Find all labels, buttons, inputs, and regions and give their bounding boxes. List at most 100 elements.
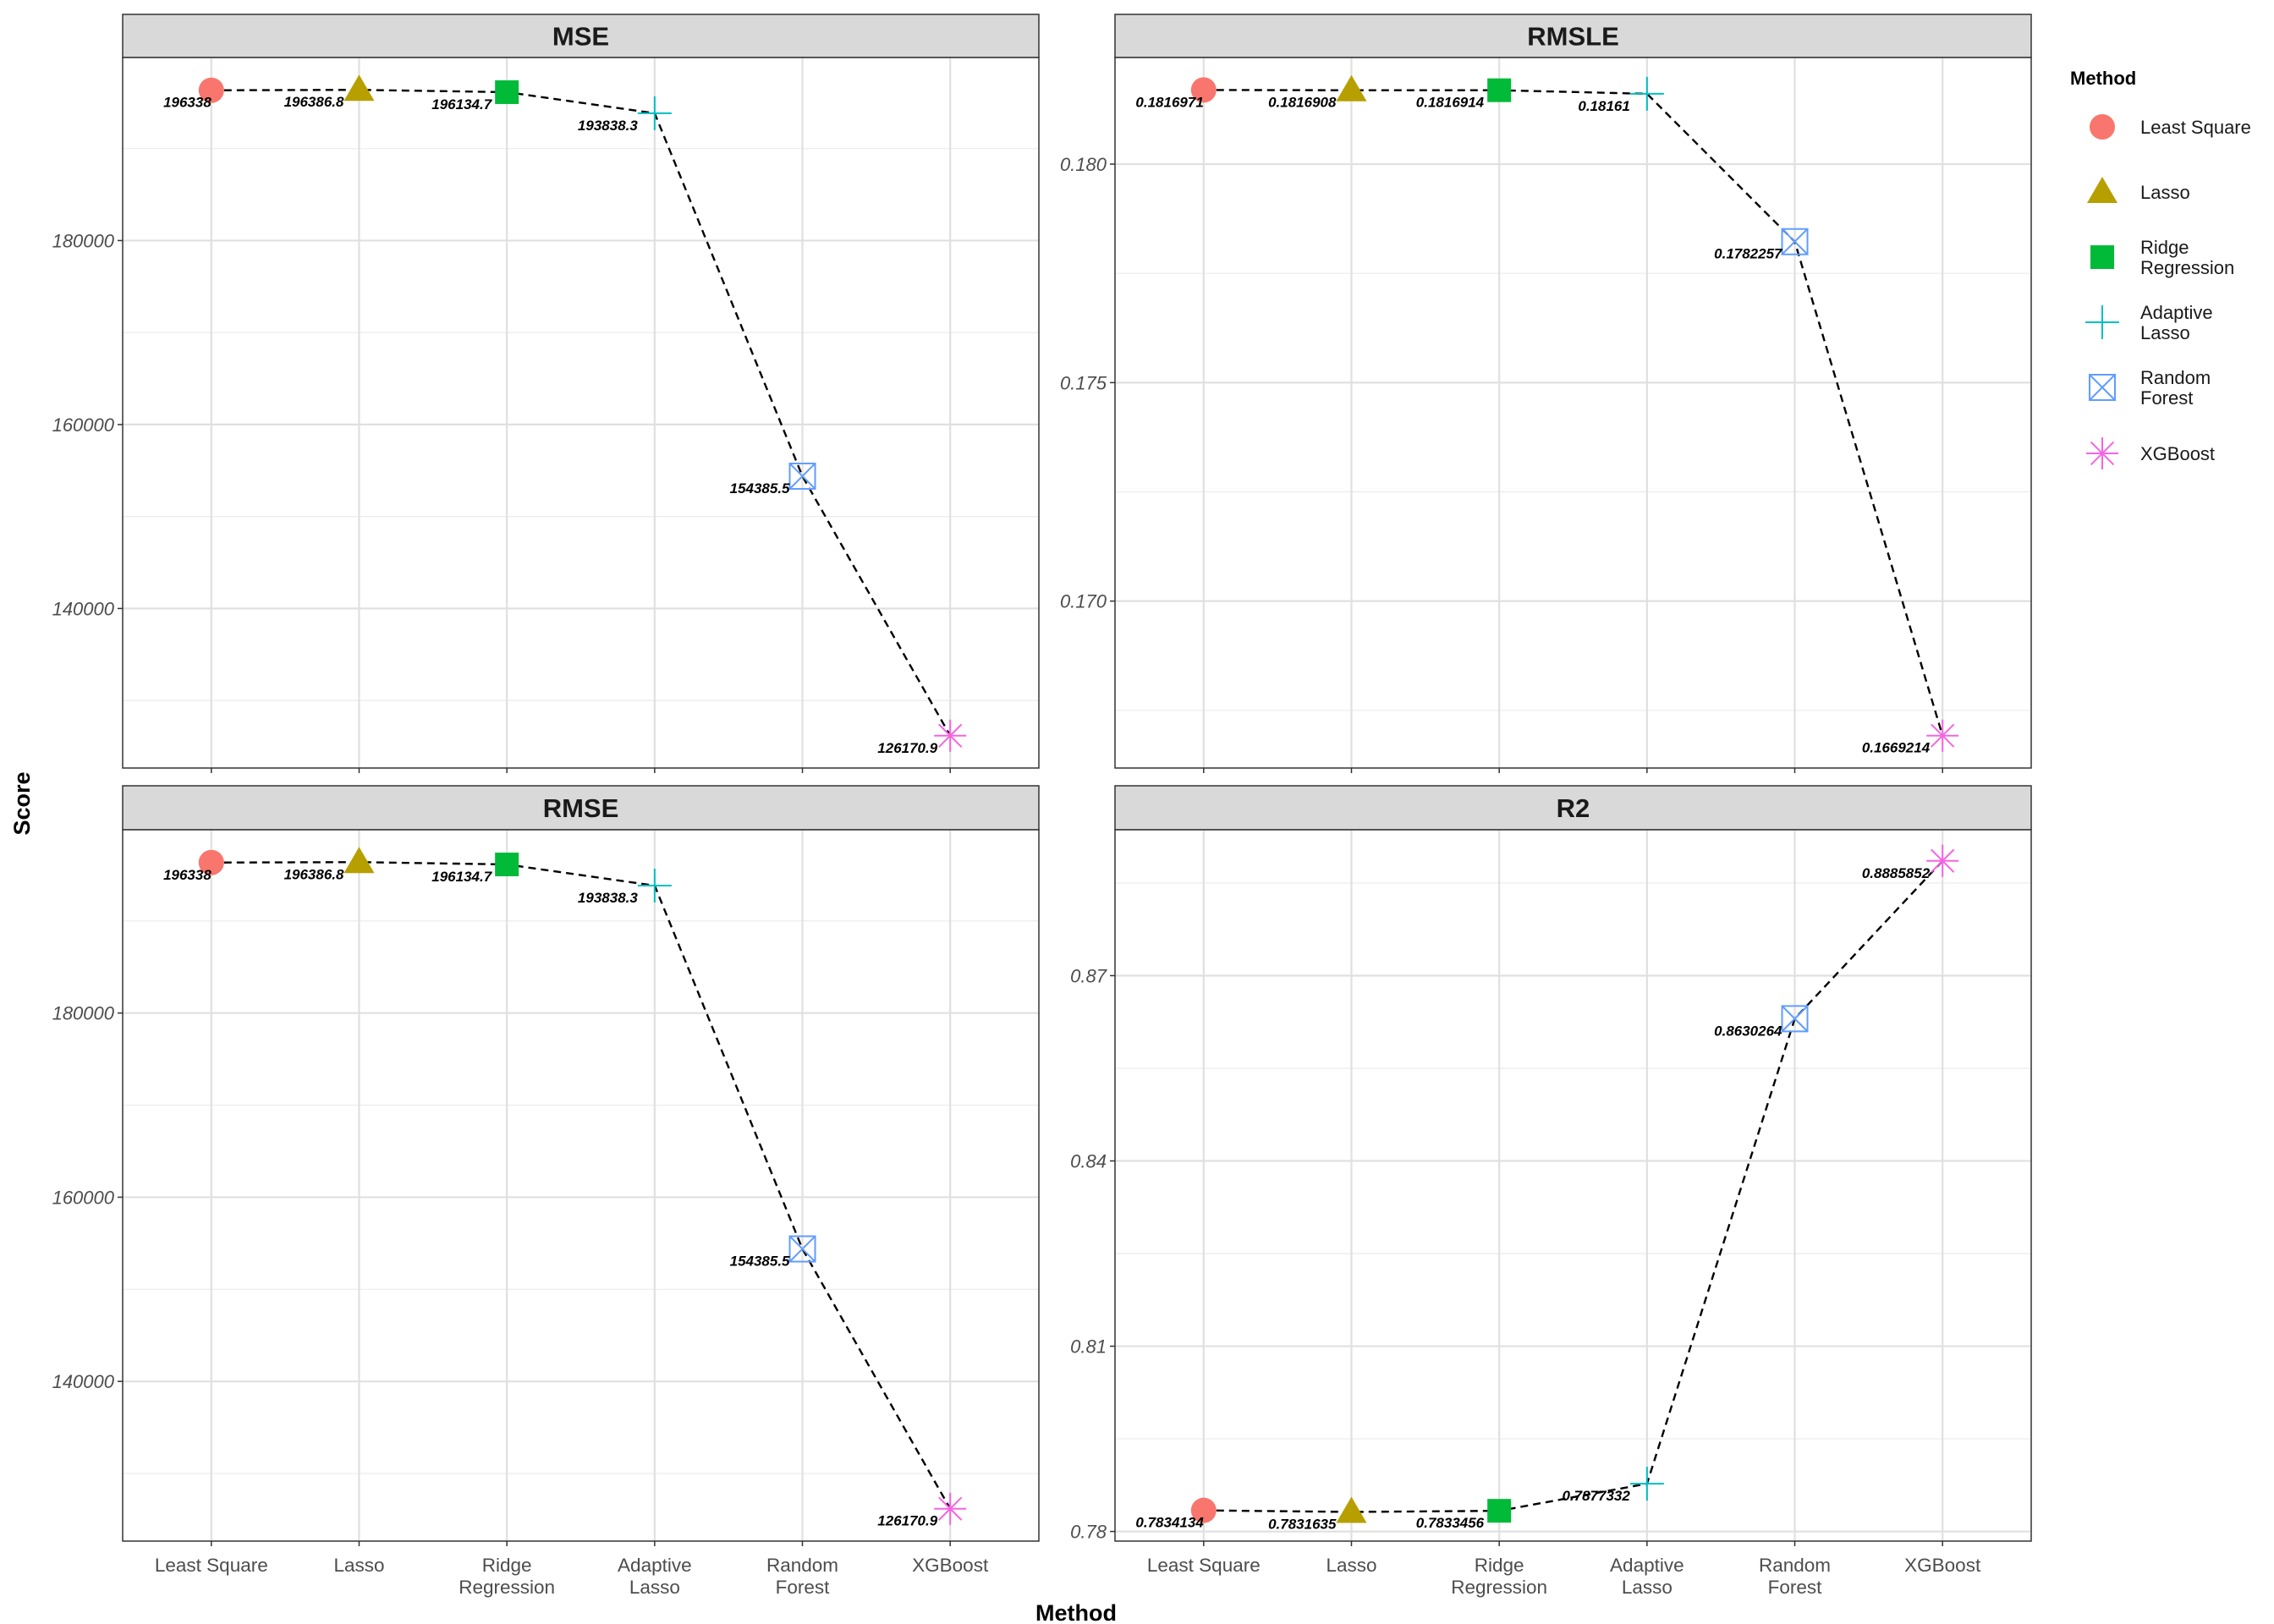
panel-title: RMSLE [1527,22,1619,52]
legend-key-circle [2090,114,2115,140]
panel-title: R2 [1557,793,1590,823]
legend-item-xgboost: XGBoost [2086,437,2215,469]
gridlines [1115,58,2031,768]
y-tick-label: 180000 [52,230,115,251]
panel-mse: MSE 140000 160000 180000 196338 196386.8 19613… [52,14,1040,773]
data-label: 0.8885852 [1862,865,1931,881]
legend-label: Lasso [2140,182,2190,203]
point-lasso [1336,74,1367,102]
data-label: 0.7877332 [1562,1488,1630,1504]
x-tick-label: Adaptive Lasso [618,1555,692,1598]
point-adaptive-lasso [1629,76,1664,111]
x-tick-label: Ridge Regression [1451,1555,1547,1598]
panel-r2: R2 0.78 0.81 0.84 0.87 Least Square Lasso Ridge… [1070,785,2032,1598]
x-tick-label: XGBoost [912,1555,989,1576]
point-random-forest [1781,1005,1809,1033]
plot-area [123,58,1039,768]
data-label: 196386.8 [284,94,344,110]
y-tick-label: 180000 [52,1003,115,1024]
x-tick-label: Lasso [1326,1555,1376,1576]
panel-strip [1114,785,2032,831]
panel-border [1114,57,2032,769]
data-label: 196134.7 [431,96,492,112]
panel-title: RMSE [543,793,619,823]
legend-item-ridge-regression: Ridge Regression [2090,237,2234,278]
y-tick-label: 0.81 [1070,1336,1107,1358]
point-ridge-regression [495,80,519,104]
legend-key-square [2090,245,2114,269]
y-tick-label: 0.78 [1070,1522,1107,1543]
legend-key-triangle [2087,177,2117,203]
y-tick-label: 0.175 [1060,372,1107,393]
x-tick-label: Adaptive Lasso [1610,1555,1684,1598]
y-tick-label: 0.170 [1060,591,1107,612]
x-tick-label: Least Square [1147,1555,1261,1576]
point-ridge-regression [1487,78,1512,102]
plot-area [123,830,1039,1541]
point-least-square [1190,1497,1217,1523]
series-line [211,89,952,737]
x-tick-label: Lasso [333,1555,384,1576]
point-least-square [198,77,224,103]
y-tick-label: 160000 [52,1187,115,1208]
x-tick-label: XGBoost [1904,1555,1981,1576]
point-least-square [198,849,224,875]
point-xgboost [934,1492,967,1525]
data-label: 126170.9 [877,1513,937,1529]
panel-border [122,57,1040,769]
point-xgboost [934,719,967,752]
y-tick-label: 0.180 [1060,154,1107,175]
y-axis-title: Score [9,771,35,835]
data-label: 0.7831635 [1268,1517,1337,1533]
data-label: 196338 [163,867,211,883]
panel-title: MSE [552,22,609,52]
panel-strip [122,785,1040,831]
legend-title: Method [2070,68,2136,89]
data-label: 196338 [163,95,211,111]
data-label: 193838.3 [578,890,638,906]
series-line [211,861,952,1510]
data-label: 0.1782257 [1714,246,1783,262]
data-label: 0.1816908 [1268,95,1337,111]
gridlines [123,830,1039,1541]
y-tick-label: 0.84 [1070,1151,1107,1172]
y-tick-label: 160000 [52,414,115,436]
data-label: 154385.5 [730,480,790,497]
point-adaptive-lasso [1629,1467,1664,1501]
panel-strip [122,14,1040,58]
panel-rmse: RMSE 140000 160000 180000 Least Square Lasso R… [52,785,1040,1598]
series-line [1203,859,1944,1513]
legend-label: Random Forest [2140,367,2211,409]
point-xgboost [1926,719,1959,752]
data-label: 0.1669214 [1862,740,1931,756]
data-label: 0.1816914 [1416,95,1485,111]
point-ridge-regression [1487,1499,1512,1523]
panel-strip [1114,14,2032,58]
gridlines [123,58,1039,768]
data-label: 0.1816971 [1135,94,1203,110]
legend-item-lasso: Lasso [2087,177,2190,203]
data-label: 0.8630264 [1714,1023,1782,1039]
x-tick-label: Random Forest [1759,1555,1831,1598]
point-adaptive-lasso [637,869,672,903]
data-label: 154385.5 [730,1254,790,1270]
data-label: 193838.3 [578,118,638,134]
x-tick-label: Ridge Regression [459,1555,555,1598]
point-random-forest [788,1235,816,1263]
y-tick-label: 0.87 [1070,965,1107,986]
legend-item-adaptive-lasso: Adaptive Lasso [2085,302,2213,343]
plot-area [1115,58,2031,768]
panel-border [1114,829,2032,1542]
x-tick-label: Random Forest [766,1555,838,1598]
data-label: 126170.9 [877,740,937,756]
data-label: 0.7833456 [1416,1515,1485,1531]
y-tick-label: 140000 [52,598,115,619]
gridlines [1115,830,2031,1541]
legend-item-random-forest: Random Forest [2089,367,2211,409]
point-ridge-regression [495,853,519,877]
point-random-forest [1781,228,1809,255]
plot-area [1115,830,2031,1541]
panel-rmsle: RMSLE 0.170 0.175 0.180 0.1816971 0.1816908 0.… [1060,14,2032,773]
legend-label: Least Square [2140,117,2251,138]
legend-key-plus [2085,305,2119,339]
